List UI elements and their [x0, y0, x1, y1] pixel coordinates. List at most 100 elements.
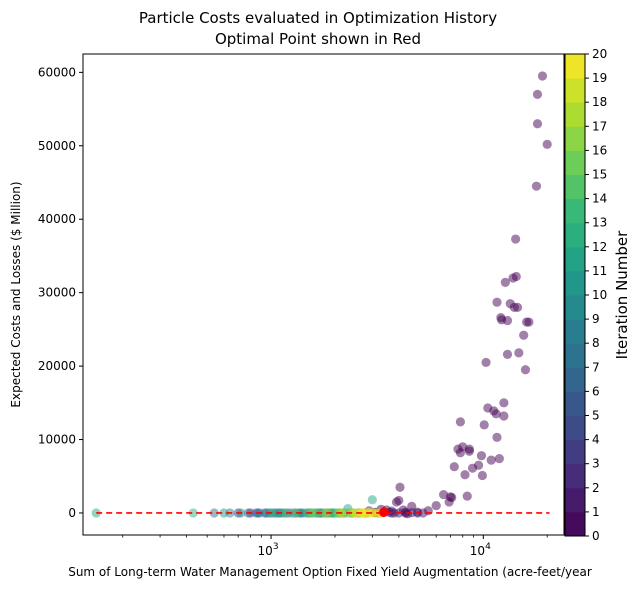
- scatter-point-iter-0: [520, 365, 531, 375]
- scatter-point-iter-0: [462, 491, 472, 501]
- scatter-marks: [91, 71, 552, 519]
- scatter-point-iter-0: [445, 492, 456, 502]
- colorbar-tick-label: 0: [592, 529, 600, 543]
- colorbar-tick-label: 20: [592, 47, 607, 61]
- scatter-point-iter-0: [532, 89, 543, 99]
- colorbar-tick-label: 2: [592, 481, 600, 495]
- colorbar-tick-label: 19: [592, 71, 607, 85]
- scatter-point-iter-0: [464, 446, 475, 456]
- y-tick-label: 40000: [38, 212, 76, 226]
- scatter-point-iter-0: [537, 71, 548, 81]
- x-tick-label: 103: [258, 542, 279, 558]
- scatter-point-iter-0: [395, 482, 405, 492]
- colorbar-segment: [565, 487, 585, 513]
- colorbar-segment: [565, 126, 585, 151]
- colorbar-tick-label: 8: [592, 336, 600, 350]
- scatter-point-iter-11: [219, 508, 229, 518]
- colorbar-segment: [565, 511, 585, 537]
- colorbar-segment: [565, 150, 585, 175]
- scatter-point-iter-0: [511, 234, 521, 244]
- colorbar-segment: [565, 54, 585, 79]
- colorbar-segment: [565, 463, 585, 489]
- colorbar-segment: [565, 246, 585, 272]
- colorbar-segment: [565, 270, 585, 296]
- scatter-point-iter-0: [476, 451, 487, 461]
- scatter-point-iter-0: [460, 470, 470, 480]
- colorbar-segment: [565, 367, 585, 392]
- scatter-point-iter-0: [467, 463, 478, 473]
- scatter-point-iter-0: [453, 444, 463, 454]
- colorbar-tick-label: 7: [592, 360, 600, 374]
- colorbar-segment: [565, 391, 585, 416]
- colorbar-tick-label: 17: [592, 119, 607, 133]
- scatter-point-iter-15: [290, 508, 300, 518]
- scatter-point-iter-0: [483, 403, 493, 413]
- scatter-point-iter-0: [496, 313, 506, 323]
- scatter-point-iter-0: [486, 455, 496, 465]
- y-tick-label: 50000: [38, 139, 76, 153]
- colorbar-tick-label: 9: [592, 312, 600, 326]
- scatter-point-iter-9: [259, 508, 269, 518]
- y-tick-label: 60000: [38, 65, 76, 79]
- y-tick-label: 0: [68, 506, 76, 520]
- scatter-point-iter-0: [505, 299, 515, 309]
- y-tick-label: 20000: [38, 359, 76, 373]
- plot-area: [82, 53, 565, 536]
- scatter-point-iter-0: [500, 277, 510, 287]
- scatter-point-iter-0: [532, 119, 543, 129]
- scatter-point-iter-0: [542, 139, 552, 149]
- scatter-point-iter-0: [455, 417, 466, 427]
- chart-title-line2: Optimal Point shown in Red: [215, 30, 421, 48]
- axes: 0 10000 20000 30000 40000 50000 60000 103 104: [38, 65, 548, 558]
- chart-title-line1: Particle Costs evaluated in Optimization…: [139, 9, 497, 27]
- colorbar-segment: [565, 319, 585, 344]
- scatter-point-iter-0: [479, 420, 489, 430]
- scatter-point-iter-0: [499, 411, 509, 421]
- colorbar-tick-label: 14: [592, 192, 607, 206]
- y-tick-label: 10000: [38, 433, 76, 447]
- scatter-point-iter-0: [431, 501, 441, 511]
- scatter-point-iter-20: [361, 508, 371, 518]
- scatter-point-iter-0: [449, 462, 459, 472]
- colorbar-label: Iteration Number: [613, 230, 631, 359]
- scatter-point-iter-0: [492, 297, 502, 307]
- scatter-point-iter-0: [512, 302, 523, 312]
- colorbar-tick-label: 4: [592, 433, 600, 447]
- optimal-point: [379, 507, 389, 518]
- scatter-point-iter-0: [508, 273, 518, 283]
- colorbar-tick-label: 10: [592, 288, 607, 302]
- colorbar-tick-label: 16: [592, 143, 607, 157]
- colorbar-segment: [565, 222, 585, 248]
- scatter-point-iter-0: [492, 432, 502, 442]
- colorbar-tick-label: 18: [592, 95, 607, 109]
- x-tick-label: 104: [470, 542, 491, 558]
- colorbar-tick-label: 5: [592, 409, 600, 423]
- scatter-point-iter-8: [209, 508, 219, 518]
- scatter-point-iter-0: [514, 348, 524, 358]
- colorbar-segment: [565, 174, 585, 200]
- scatter-point-iter-0: [391, 497, 402, 507]
- colorbar-tick-label: 15: [592, 168, 607, 182]
- scatter-point-iter-0: [519, 330, 529, 340]
- scatter-point-iter-0: [524, 317, 534, 327]
- x-axis-label: Sum of Long-term Water Management Option…: [68, 565, 592, 579]
- scatter-point-iter-0: [531, 181, 542, 191]
- scatter-point-iter-13: [188, 508, 198, 518]
- scatter-point-iter-0: [494, 454, 504, 464]
- colorbar-segment: [565, 78, 585, 103]
- colorbar-segment: [565, 295, 585, 320]
- scatter-point-iter-17: [320, 508, 330, 518]
- colorbar-tick-label: 12: [592, 240, 607, 254]
- scatter-point-iter-0: [499, 398, 509, 408]
- scatter-point-iter-12: [367, 495, 377, 505]
- y-axis-label: Expected Costs and Losses ($ Million): [9, 181, 23, 407]
- colorbar-tick-label: 6: [592, 384, 600, 398]
- colorbar-tick-label: 3: [592, 457, 600, 471]
- colorbar-segment: [565, 102, 585, 127]
- colorbar-segment: [565, 439, 585, 465]
- colorbar-segment: [565, 198, 585, 224]
- colorbar-tick-label: 1: [592, 505, 600, 519]
- scatter-point-iter-0: [481, 357, 491, 368]
